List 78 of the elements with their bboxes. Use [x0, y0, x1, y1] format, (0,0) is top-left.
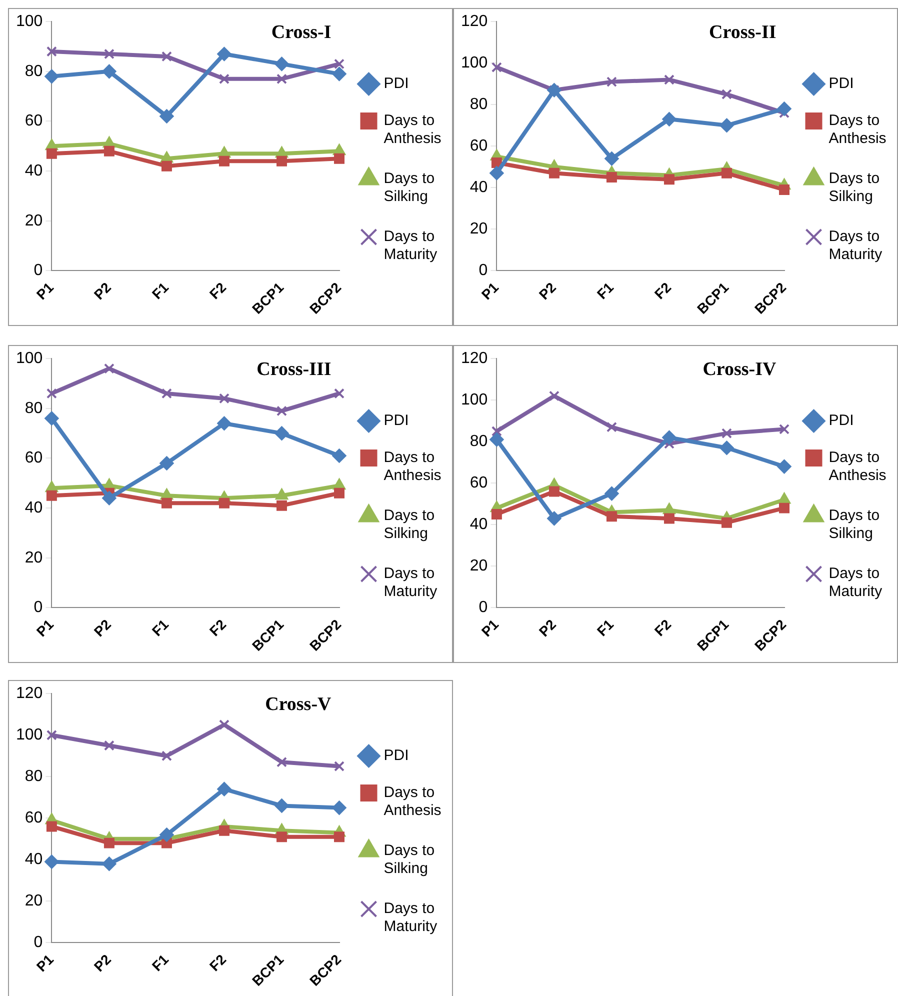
y-tick-label: 20 — [470, 220, 488, 238]
y-tick-label: 0 — [34, 262, 43, 280]
x-tick-label: F1 — [148, 279, 172, 302]
x-tick-label: P2 — [90, 616, 114, 640]
x-tick-label: P1 — [478, 279, 502, 303]
legend-label: PDI — [384, 747, 409, 764]
x-tick-label: F1 — [594, 279, 617, 302]
legend-label: Days to Silking — [384, 842, 435, 878]
chart-title: Cross-I — [271, 22, 332, 44]
x-tick-label: P2 — [90, 951, 114, 975]
x-tick-label: F1 — [148, 951, 172, 974]
x-tick-label: F2 — [206, 616, 230, 640]
legend-label: PDI — [828, 75, 854, 92]
y-tick-label: 60 — [470, 138, 488, 155]
y-tick-label: 40 — [470, 516, 488, 534]
y-tick-label: 100 — [460, 392, 488, 409]
chart-title: Cross-V — [265, 694, 332, 716]
x-tick-label: P1 — [33, 279, 57, 303]
legend-label: Days to Anthesis — [384, 449, 442, 484]
y-tick-label: 80 — [24, 62, 43, 80]
x-tick-label: F2 — [206, 951, 230, 974]
legend-label: Days to Silking — [384, 170, 435, 206]
legend-label: Days to Anthesis — [384, 784, 442, 820]
y-tick-label: 80 — [470, 96, 488, 114]
y-tick-label: 60 — [24, 450, 43, 467]
legend-label: Days to Maturity — [384, 565, 438, 600]
legend-label: Days to Maturity — [828, 228, 883, 264]
y-tick-label: 0 — [478, 262, 488, 280]
legend-label: PDI — [384, 75, 409, 92]
y-tick-label: 60 — [24, 112, 43, 130]
x-tick-label: P2 — [90, 279, 114, 303]
y-tick-label: 40 — [24, 162, 43, 180]
legend-label: Days to Anthesis — [384, 112, 442, 148]
y-tick-label: 20 — [24, 892, 43, 910]
y-tick-label: 20 — [470, 558, 488, 575]
y-tick-label: 40 — [470, 179, 488, 196]
chart-title: Cross-II — [709, 22, 776, 44]
legend-label: Days to Maturity — [384, 228, 438, 264]
x-tick-label: P2 — [536, 616, 560, 640]
y-tick-label: 0 — [34, 934, 43, 952]
x-tick-label: P1 — [33, 951, 57, 975]
y-tick-label: 100 — [460, 54, 488, 72]
legend-label: Days to Maturity — [828, 565, 883, 600]
legend-label: Days to Silking — [384, 507, 435, 542]
chart-title: Cross-III — [256, 359, 332, 380]
x-tick-label: P1 — [478, 616, 502, 640]
y-tick-label: 0 — [478, 599, 488, 616]
y-tick-label: 120 — [460, 13, 488, 30]
y-tick-label: 60 — [470, 474, 488, 492]
y-tick-label: 100 — [16, 726, 43, 744]
y-tick-label: 100 — [16, 350, 43, 368]
x-tick-label: F1 — [594, 616, 617, 640]
y-tick-label: 40 — [24, 499, 43, 516]
legend-label: Days to Silking — [828, 507, 880, 542]
x-tick-label: P1 — [33, 616, 57, 640]
chart-title: Cross-IV — [702, 359, 777, 380]
x-tick-label: F2 — [651, 616, 674, 640]
legend-label: Days to Anthesis — [828, 112, 886, 148]
x-tick-label: P2 — [536, 279, 560, 303]
x-tick-label: F1 — [148, 616, 172, 640]
x-tick-label: F2 — [651, 279, 674, 302]
y-tick-label: 20 — [24, 549, 43, 566]
x-tick-label: F2 — [206, 279, 230, 302]
y-tick-label: 100 — [16, 13, 43, 30]
y-tick-label: 120 — [460, 350, 488, 368]
legend-label: PDI — [828, 412, 854, 430]
legend-label: Days to Maturity — [384, 900, 438, 936]
y-tick-label: 120 — [16, 685, 43, 702]
legend-label: PDI — [384, 412, 409, 430]
y-tick-label: 20 — [24, 212, 43, 230]
y-tick-label: 80 — [24, 768, 43, 786]
legend-label: Days to Silking — [828, 170, 880, 206]
y-tick-label: 80 — [24, 400, 43, 417]
y-tick-label: 80 — [470, 433, 488, 450]
y-tick-label: 60 — [24, 810, 43, 827]
legend-label: Days to Anthesis — [828, 449, 886, 484]
y-tick-label: 0 — [34, 599, 43, 616]
y-tick-label: 40 — [24, 851, 43, 868]
